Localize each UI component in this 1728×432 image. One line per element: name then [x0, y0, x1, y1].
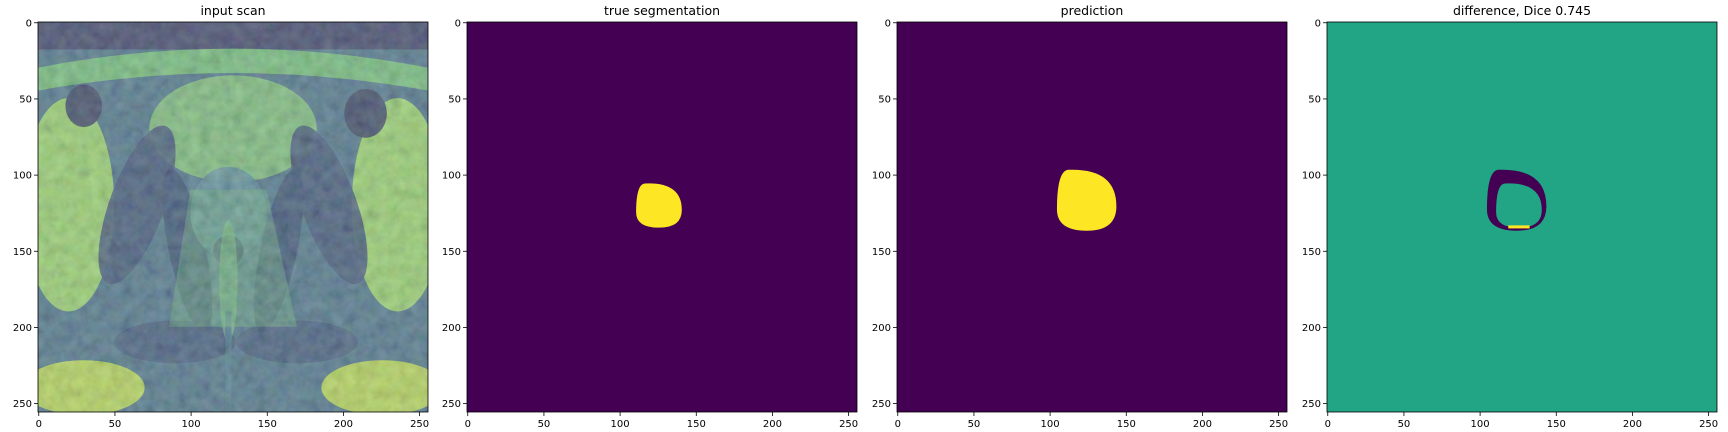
x-tick-label: 100	[611, 419, 630, 430]
y-tick-label: 200	[442, 323, 461, 334]
panel-title: prediction	[1061, 3, 1124, 18]
chart-panel-4: difference, Dice 0.745 0 50 100 150 200 250 0 50…	[1302, 3, 1718, 430]
axes-frame	[37, 21, 429, 413]
x-tick-label: 50	[968, 419, 981, 430]
x-tick-label: 100	[1041, 419, 1060, 430]
x-tick-label: 50	[109, 419, 122, 430]
x-tick-label: 50	[538, 419, 551, 430]
y-tick-label: 250	[13, 399, 32, 410]
y-tick-label: 150	[442, 247, 461, 258]
heatmap-image	[38, 22, 428, 412]
y-tick-label: 150	[13, 247, 32, 258]
y-tick-label: 200	[872, 323, 891, 334]
y-tick-label: 200	[13, 323, 32, 334]
panel-title: input scan	[200, 3, 265, 18]
x-tick-label: 250	[1269, 419, 1288, 430]
panel-title: difference, Dice 0.745	[1453, 3, 1591, 18]
x-tick-label: 200	[763, 419, 782, 430]
x-tick-label: 50	[1398, 419, 1411, 430]
x-tick-label: 200	[1623, 419, 1642, 430]
x-tick-label: 150	[258, 419, 277, 430]
y-tick-label: 150	[872, 247, 891, 258]
chart-panel-2: true segmentation 0 50 100 150 200 250 0 50 100 15…	[442, 3, 858, 430]
y-tick-label: 200	[1302, 323, 1321, 334]
axes-frame	[466, 21, 858, 413]
x-tick-label: 0	[1325, 419, 1331, 430]
y-tick-label: 250	[442, 399, 461, 410]
x-tick-label: 0	[895, 419, 901, 430]
x-tick-label: 250	[839, 419, 858, 430]
y-tick-label: 250	[1302, 399, 1321, 410]
x-tick-label: 100	[182, 419, 201, 430]
heatmap-image	[467, 22, 857, 412]
x-tick-label: 150	[1547, 419, 1566, 430]
heatmap-image	[1327, 22, 1717, 412]
y-tick-label: 0	[1315, 18, 1321, 29]
segmentation-blob	[636, 183, 682, 228]
x-tick-label: 0	[36, 419, 42, 430]
chart-panel-3: prediction 0 50 100 150 200 250 0 50 100 150 200 250	[872, 3, 1288, 430]
x-tick-label: 150	[1117, 419, 1136, 430]
y-tick-label: 50	[878, 94, 891, 105]
x-tick-label: 0	[465, 419, 471, 430]
x-tick-label: 200	[1193, 419, 1212, 430]
y-tick-label: 100	[13, 171, 32, 182]
y-tick-label: 150	[1302, 247, 1321, 258]
y-tick-label: 50	[448, 94, 461, 105]
y-tick-label: 50	[1308, 94, 1321, 105]
x-tick-label: 100	[1471, 419, 1490, 430]
chart-panel-1: input scan 0 50 100 150 200 250 0 50 100 150 200 250	[13, 3, 429, 430]
x-tick-label: 150	[687, 419, 706, 430]
axes-frame	[896, 21, 1288, 413]
axes-frame	[1326, 21, 1718, 413]
y-tick-label: 100	[442, 171, 461, 182]
mri-image	[38, 22, 428, 412]
y-tick-label: 250	[872, 399, 891, 410]
y-tick-label: 0	[26, 18, 32, 29]
y-tick-label: 100	[872, 171, 891, 182]
heatmap-image	[897, 22, 1287, 412]
x-tick-label: 250	[410, 419, 429, 430]
panel-title: true segmentation	[604, 3, 720, 18]
y-tick-label: 50	[19, 94, 32, 105]
difference-positive-strip	[1508, 225, 1530, 229]
x-tick-label: 200	[334, 419, 353, 430]
y-tick-label: 0	[455, 18, 461, 29]
x-tick-label: 250	[1699, 419, 1718, 430]
y-tick-label: 0	[885, 18, 891, 29]
segmentation-blob	[1056, 169, 1117, 231]
difference-inner-region	[1496, 183, 1542, 228]
y-tick-label: 100	[1302, 171, 1321, 182]
